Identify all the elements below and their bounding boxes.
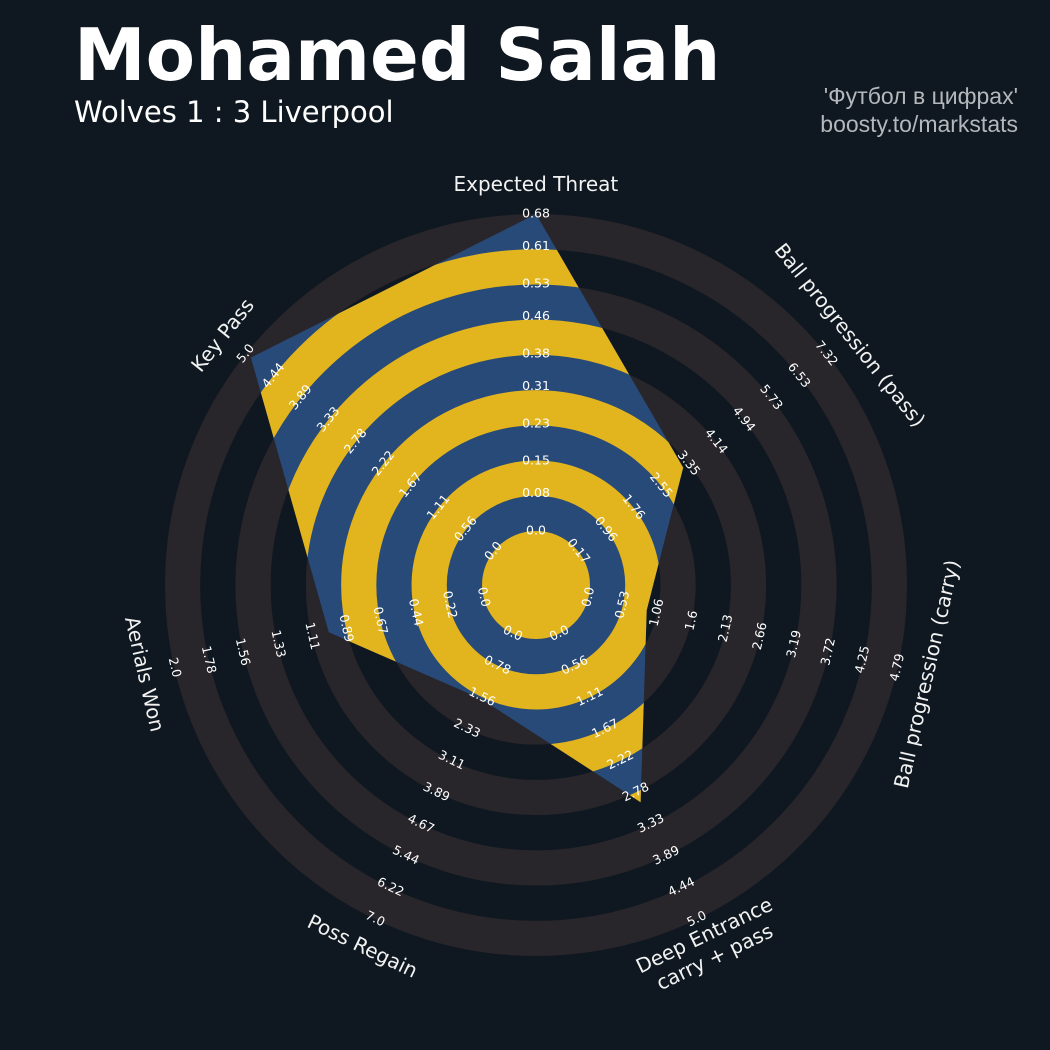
tick-label: 0.38 bbox=[522, 345, 550, 360]
credit: boosty.to/markstats bbox=[820, 111, 1018, 137]
tick-label: 0.23 bbox=[522, 415, 550, 430]
tick-label: 2.0 bbox=[166, 656, 185, 679]
tick-label: 1.11 bbox=[302, 621, 323, 651]
tick-label: 1.78 bbox=[199, 644, 220, 675]
tick-label: 0.0 bbox=[475, 585, 494, 608]
tick-label: 0.0 bbox=[526, 523, 546, 538]
tick-label: 3.72 bbox=[817, 636, 838, 666]
tick-label: 0.68 bbox=[522, 206, 550, 221]
tick-label: 0.89 bbox=[336, 613, 357, 644]
highlight-center bbox=[482, 531, 590, 639]
highlight-ring bbox=[411, 460, 661, 710]
tick-label: 0.53 bbox=[522, 275, 550, 290]
tick-label: 4.25 bbox=[851, 644, 872, 674]
credit: 'Футбол в цифрах' bbox=[824, 83, 1018, 109]
tick-label: 0.67 bbox=[370, 605, 391, 635]
tick-label: 0.15 bbox=[522, 453, 550, 468]
chart-subtitle: Wolves 1 : 3 Liverpool bbox=[74, 95, 394, 129]
tick-label: 0.31 bbox=[522, 378, 550, 393]
tick-label: 0.53 bbox=[611, 589, 632, 619]
tick-label: 1.33 bbox=[268, 628, 289, 658]
tick-label: 1.6 bbox=[681, 609, 700, 632]
axis-label: Expected Threat bbox=[453, 172, 619, 196]
tick-label: 0.0 bbox=[578, 585, 597, 608]
tick-label: 2.13 bbox=[715, 613, 736, 643]
tick-label: 0.44 bbox=[406, 597, 427, 628]
tick-label: 1.56 bbox=[233, 637, 254, 668]
tick-label: 3.19 bbox=[783, 628, 804, 659]
tick-label: 0.61 bbox=[522, 238, 550, 253]
chart-title: Mohamed Salah bbox=[74, 13, 720, 97]
tick-label: 1.06 bbox=[646, 597, 667, 628]
tick-label: 4.79 bbox=[886, 652, 907, 683]
tick-label: 0.08 bbox=[522, 485, 550, 500]
highlight-ring bbox=[250, 249, 684, 803]
tick-label: 0.22 bbox=[440, 589, 461, 619]
tick-label: 0.46 bbox=[522, 308, 550, 323]
tick-label: 2.66 bbox=[749, 621, 770, 652]
